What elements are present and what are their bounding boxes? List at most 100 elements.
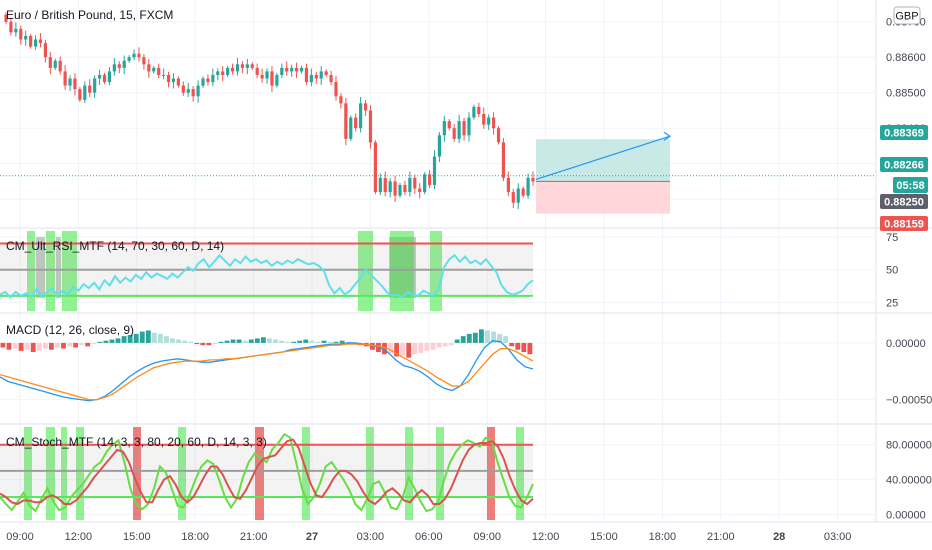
- candle-body: [211, 74, 215, 83]
- time-tick-label: 28: [773, 531, 785, 543]
- currency-badge-label: GBP: [895, 11, 918, 23]
- macd-histogram-bar: [97, 341, 103, 343]
- macd-histogram-bar: [151, 332, 157, 343]
- macd-histogram-bar: [497, 333, 503, 343]
- candle-body: [88, 85, 92, 93]
- candle-body: [280, 67, 284, 75]
- price-tick-label: 0.00000: [886, 338, 926, 350]
- price-tick-label: 80.00000: [886, 440, 932, 452]
- candle-body: [260, 74, 264, 79]
- time-tick-label: 09:00: [6, 531, 34, 543]
- macd-histogram-bar: [24, 342, 30, 350]
- macd-histogram-bar: [454, 339, 460, 343]
- macd-histogram-bar: [279, 340, 284, 343]
- macd-histogram-bar: [194, 342, 200, 345]
- macd-histogram-bar: [115, 338, 121, 343]
- candle-body: [304, 67, 309, 83]
- candle-body: [482, 114, 486, 125]
- macd-histogram-bar: [527, 342, 533, 355]
- candle-body: [447, 121, 451, 129]
- stoch-title: CM_Stoch_MTF (14, 3, 3, 80, 20, 60, D, 1…: [6, 435, 267, 449]
- macd-histogram-bar: [515, 342, 521, 350]
- time-tick-label: 03:00: [824, 531, 852, 543]
- candle-body: [373, 142, 377, 193]
- macd-histogram-bar: [218, 341, 224, 343]
- macd-histogram-bar: [188, 341, 194, 343]
- stoch-green-zone: [516, 427, 524, 520]
- macd-histogram-bar: [176, 339, 182, 343]
- macd-histogram-bar: [145, 330, 151, 343]
- candle-body: [496, 128, 501, 143]
- macd-histogram-bar: [339, 340, 345, 343]
- countdown-box: [893, 177, 928, 193]
- candle-body: [393, 181, 397, 196]
- candle-body: [501, 142, 506, 178]
- macd-histogram-bar: [418, 342, 424, 354]
- candle-body: [294, 67, 299, 72]
- entry-price-label: 0.88250: [884, 197, 924, 209]
- price-tick-label: 25: [886, 297, 898, 309]
- candle-body: [319, 71, 323, 79]
- candle-body: [413, 177, 417, 189]
- candle-body: [265, 71, 269, 79]
- candle-body: [314, 74, 318, 79]
- macd-histogram-bar: [321, 340, 327, 343]
- macd-histogram-bar: [127, 335, 133, 343]
- currency-badge[interactable]: GBP: [893, 6, 921, 25]
- candle-body: [427, 174, 432, 185]
- price-tick-label: 50: [886, 265, 898, 277]
- candle-body: [191, 89, 195, 97]
- candle-body: [58, 60, 62, 72]
- current-price-badge: 0.88266: [880, 157, 928, 172]
- candle-body: [368, 110, 373, 143]
- currency-badge-box[interactable]: [893, 6, 921, 25]
- price-tick-label: −0.00050: [886, 395, 932, 407]
- macd-histogram-bar: [61, 342, 66, 349]
- macd-histogram-bar: [309, 340, 315, 343]
- stoch-green-zone: [46, 427, 55, 520]
- stoch-green-zone: [178, 427, 186, 520]
- macd-histogram-bar: [260, 337, 266, 343]
- macd-histogram-bar: [521, 342, 527, 352]
- macd-histogram-bar: [12, 342, 18, 349]
- macd-histogram-bar: [109, 339, 115, 343]
- candle-body: [24, 35, 28, 40]
- time-tick-label: 27: [306, 531, 318, 543]
- macd-histogram-bar: [315, 341, 321, 343]
- macd-histogram-bar: [91, 342, 97, 345]
- rsi-gray-zone: [36, 237, 45, 298]
- stoch-green-zone: [24, 427, 32, 520]
- macd-histogram-bar: [369, 342, 375, 350]
- candle-body: [349, 117, 353, 139]
- candle-body: [117, 64, 121, 68]
- time-tick-label: 18:00: [181, 531, 209, 543]
- macd-histogram-bar: [460, 336, 466, 343]
- macd-histogram-bar: [442, 342, 448, 347]
- macd-histogram-bar: [248, 339, 254, 343]
- candle-body: [107, 71, 112, 83]
- chart-overlays: [0, 131, 876, 214]
- candle-body: [432, 156, 437, 185]
- candle-body: [97, 74, 102, 79]
- entry-price-box: [880, 194, 928, 209]
- candle-body: [388, 181, 392, 193]
- candle-body: [442, 121, 446, 136]
- candle-body: [102, 74, 107, 83]
- projection-arrow-head: [663, 131, 672, 141]
- macd-histogram-bar: [388, 342, 393, 354]
- candle-body: [245, 64, 249, 68]
- target-zone: [536, 139, 670, 182]
- macd-histogram-bar: [224, 340, 230, 343]
- chart-panes: [0, 12, 535, 520]
- candle-body: [403, 184, 407, 193]
- candle-body: [516, 188, 520, 203]
- candle-body: [201, 78, 205, 86]
- candle-body: [334, 82, 338, 97]
- time-tick-label: 15:00: [590, 531, 618, 543]
- macd-histogram-bar: [242, 340, 248, 343]
- macd-histogram-bar: [448, 342, 454, 346]
- macd-histogram-bar: [67, 342, 72, 347]
- candle-body: [122, 60, 126, 68]
- candle-body: [137, 53, 141, 58]
